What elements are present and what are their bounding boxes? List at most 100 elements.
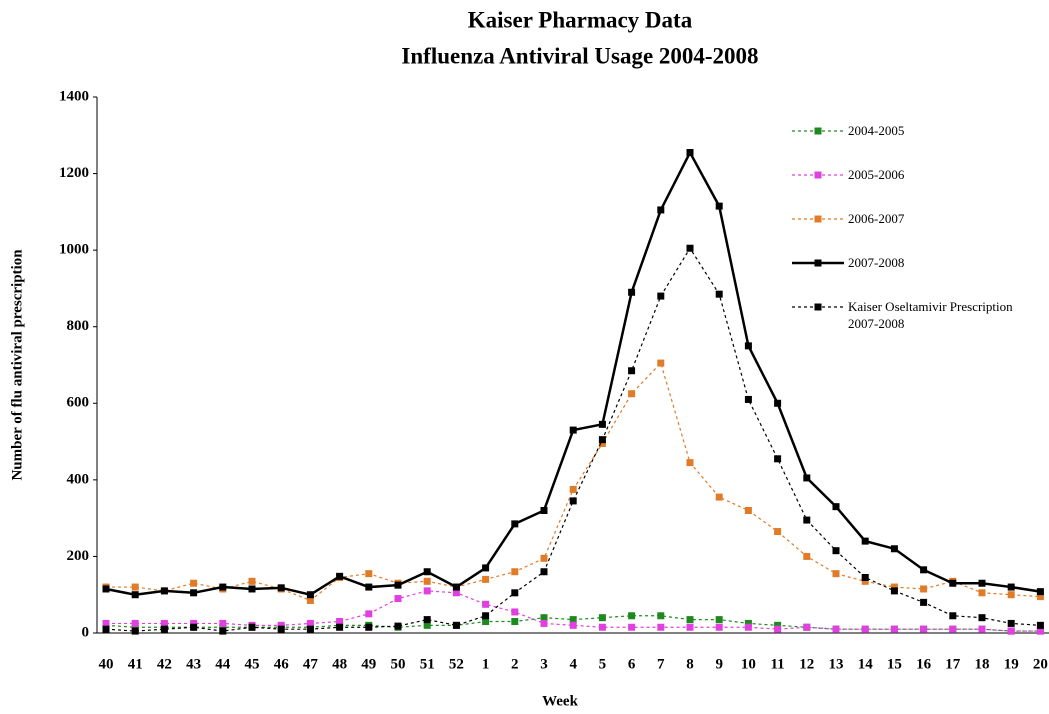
- point-marker: [628, 288, 636, 296]
- point-marker: [365, 570, 373, 578]
- x-tick-label: 2: [511, 656, 519, 672]
- point-marker: [861, 577, 869, 585]
- point-marker: [336, 572, 344, 580]
- x-tick-label: 52: [449, 656, 464, 672]
- y-axis-label: Number of flu antiviral prescription: [9, 249, 25, 481]
- y-tick-label: 400: [67, 471, 90, 487]
- legend-marker: [814, 303, 822, 311]
- x-tick-label: 48: [332, 656, 347, 672]
- point-marker: [832, 547, 840, 555]
- point-marker: [540, 614, 548, 622]
- legend-label: 2005-2006: [848, 167, 905, 182]
- point-marker: [423, 587, 431, 595]
- point-marker: [540, 619, 548, 627]
- point-marker: [978, 579, 986, 587]
- point-marker: [744, 619, 752, 627]
- x-tick-label: 19: [1004, 656, 1019, 672]
- point-marker: [803, 552, 811, 560]
- legend-entry: 2006-2007: [790, 210, 1023, 254]
- point-marker: [1036, 621, 1044, 629]
- point-marker: [248, 623, 256, 631]
- point-marker: [306, 625, 314, 633]
- point-marker: [832, 570, 840, 578]
- legend-swatch: [792, 303, 844, 311]
- point-marker: [540, 554, 548, 562]
- point-marker: [394, 622, 402, 630]
- legend-marker: [814, 215, 822, 223]
- legend: 2004-2005 2005-2006 2006-2007 2007-2008 Kais…: [790, 122, 1023, 342]
- point-marker: [540, 506, 548, 514]
- point-marker: [628, 367, 636, 375]
- point-marker: [803, 474, 811, 482]
- point-marker: [686, 616, 694, 624]
- point-marker: [306, 619, 314, 627]
- chart-title: Kaiser Pharmacy Data: [468, 7, 693, 32]
- legend-marker: [814, 171, 822, 179]
- x-tick-label: 12: [799, 656, 814, 672]
- point-marker: [949, 612, 957, 620]
- x-tick-label: 6: [628, 656, 636, 672]
- point-marker: [511, 618, 519, 626]
- point-marker: [336, 618, 344, 626]
- point-marker: [540, 568, 548, 576]
- point-marker: [657, 292, 665, 300]
- legend-label: 2006-2007: [848, 211, 905, 226]
- point-marker: [277, 621, 285, 629]
- point-marker: [131, 619, 139, 627]
- point-marker: [978, 589, 986, 597]
- point-marker: [219, 583, 227, 591]
- point-marker: [452, 583, 460, 591]
- x-tick-label: 9: [715, 656, 723, 672]
- point-marker: [248, 585, 256, 593]
- y-tick-label: 1400: [59, 88, 89, 104]
- point-marker: [482, 612, 490, 620]
- point-marker: [1036, 627, 1044, 635]
- point-marker: [774, 455, 782, 463]
- point-marker: [452, 621, 460, 629]
- x-tick-label: 42: [157, 656, 172, 672]
- point-marker: [686, 459, 694, 467]
- point-marker: [744, 623, 752, 631]
- point-marker: [306, 591, 314, 599]
- point-marker: [774, 625, 782, 633]
- point-marker: [569, 621, 577, 629]
- x-tick-label: 13: [829, 656, 844, 672]
- point-marker: [803, 516, 811, 524]
- point-marker: [482, 564, 490, 572]
- point-marker: [569, 426, 577, 434]
- legend-swatch: [792, 171, 844, 179]
- point-marker: [715, 493, 723, 501]
- x-tick-label: 44: [215, 656, 231, 672]
- point-marker: [219, 623, 227, 631]
- point-marker: [628, 390, 636, 398]
- point-marker: [394, 581, 402, 589]
- point-marker: [628, 623, 636, 631]
- y-tick-label: 1200: [59, 165, 89, 181]
- y-tick-label: 200: [67, 548, 90, 564]
- point-marker: [160, 587, 168, 595]
- legend-swatch: [792, 259, 844, 267]
- point-marker: [160, 625, 168, 633]
- point-marker: [569, 616, 577, 624]
- legend-swatch: [792, 215, 844, 223]
- point-marker: [365, 610, 373, 618]
- point-marker: [248, 577, 256, 585]
- point-marker: [365, 623, 373, 631]
- series-line: [105, 247, 1041, 632]
- y-tick-label: 0: [82, 624, 90, 640]
- point-marker: [160, 619, 168, 627]
- point-marker: [628, 612, 636, 620]
- point-marker: [890, 545, 898, 553]
- point-marker: [920, 625, 928, 633]
- point-marker: [832, 625, 840, 633]
- point-marker: [598, 623, 606, 631]
- point-marker: [803, 623, 811, 631]
- legend-marker: [814, 127, 822, 135]
- point-marker: [920, 598, 928, 606]
- x-tick-label: 10: [741, 656, 756, 672]
- x-tick-label: 47: [303, 656, 319, 672]
- point-marker: [715, 290, 723, 298]
- y-tick-label: 800: [67, 318, 90, 334]
